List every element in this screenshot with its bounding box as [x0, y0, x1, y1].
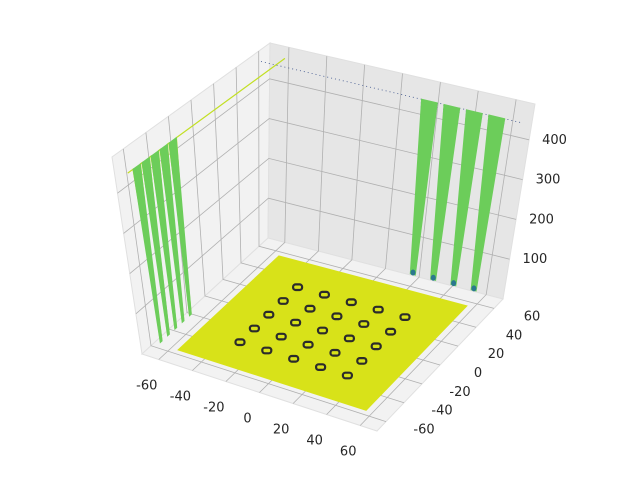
left-well [132, 163, 163, 344]
well-marker [385, 327, 397, 336]
left-well [159, 143, 185, 324]
left-well [141, 156, 170, 337]
back-well-bottom [410, 269, 416, 276]
well-marker [358, 320, 370, 328]
z-tick-label: 300 [536, 173, 561, 188]
well-marker [318, 290, 330, 299]
well-marker [329, 348, 341, 357]
well-marker [356, 357, 368, 365]
left-well [150, 149, 178, 331]
back-well [470, 114, 506, 292]
well-marker [341, 371, 353, 380]
well-marker [290, 318, 302, 327]
well-marker [316, 326, 329, 335]
well-marker [315, 363, 327, 371]
back-well [450, 109, 483, 287]
x-tick-label: 20 [273, 423, 290, 438]
back-well [430, 103, 461, 282]
grid-y-6 [258, 51, 495, 309]
y-tick-label: 60 [524, 309, 541, 324]
y-tick-label: 0 [474, 366, 482, 381]
left-well [168, 136, 192, 317]
well-marker [248, 324, 260, 333]
back-well-bottom [471, 285, 477, 292]
back-well-bottom [451, 280, 457, 287]
well-marker [292, 283, 304, 292]
well-marker [234, 338, 246, 347]
tick-labels: -60-40-200204060-60-40-20020406010020030… [136, 133, 567, 460]
well-marker [345, 298, 357, 307]
well-marker [372, 305, 384, 314]
z-tick-label: 400 [542, 133, 567, 148]
wall-surface [127, 57, 524, 344]
well-marker [261, 346, 273, 355]
grid-y-0 [122, 148, 387, 422]
well-marker [399, 313, 411, 321]
z-tick-label: 100 [523, 252, 548, 267]
well-marker [277, 297, 289, 305]
y-tick-label: -20 [449, 385, 470, 400]
well-marker [288, 354, 300, 363]
z-tick-label: 200 [529, 212, 554, 227]
well-marker [302, 340, 314, 349]
well-marker [370, 342, 382, 351]
x-tick-label: -40 [170, 390, 191, 405]
back-well [409, 98, 438, 276]
back-well-bottom [430, 274, 436, 281]
well-marker [275, 332, 287, 341]
x-tick-label: 0 [243, 412, 251, 427]
y-tick-label: -60 [413, 423, 434, 438]
x-tick-label: 40 [306, 434, 323, 449]
x-tick-label: -20 [203, 401, 224, 416]
well-marker [331, 312, 343, 321]
y-tick-label: -40 [431, 404, 452, 419]
grid-x-0 [158, 47, 290, 360]
x-tick-label: 60 [340, 445, 357, 460]
well-marker [263, 310, 275, 319]
y-tick-label: 40 [506, 328, 523, 343]
well-markers [234, 283, 411, 380]
y-tick-label: 20 [488, 347, 505, 362]
grid-x-6 [359, 99, 517, 426]
well-marker [343, 334, 355, 343]
x-tick-label: -60 [136, 379, 157, 394]
well-marker [304, 304, 316, 313]
